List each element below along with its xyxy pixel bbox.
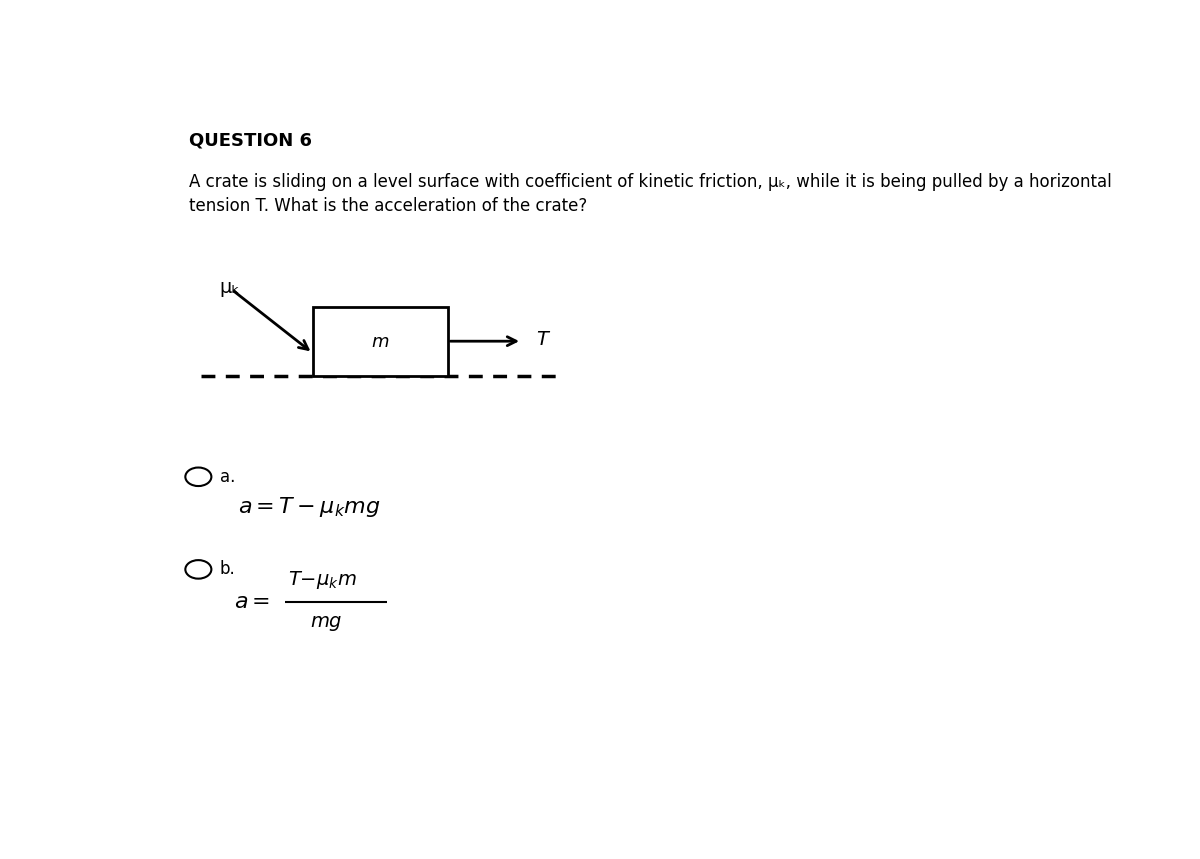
- Text: QUESTION 6: QUESTION 6: [190, 131, 312, 149]
- Bar: [313, 307, 448, 376]
- Text: T: T: [536, 331, 548, 350]
- Text: m: m: [372, 332, 389, 350]
- Text: $\mathit{mg}$: $\mathit{mg}$: [310, 613, 342, 633]
- Text: A crate is sliding on a level surface with coefficient of kinetic friction, μₖ, : A crate is sliding on a level surface wi…: [190, 173, 1112, 191]
- Text: μₖ: μₖ: [220, 278, 240, 297]
- Text: b.: b.: [220, 560, 235, 578]
- Text: a.: a.: [220, 468, 235, 486]
- Text: tension T. What is the acceleration of the crate?: tension T. What is the acceleration of t…: [190, 197, 587, 215]
- Text: $\mathit{a} =$: $\mathit{a} =$: [234, 593, 270, 612]
- Text: $\mathit{a} = \mathit{T} - \mu_k\mathit{mg}$: $\mathit{a} = \mathit{T} - \mu_k\mathit{…: [239, 495, 380, 519]
- Text: $\mathit{T}{-}\mu_k\mathit{m}$: $\mathit{T}{-}\mu_k\mathit{m}$: [288, 570, 356, 591]
